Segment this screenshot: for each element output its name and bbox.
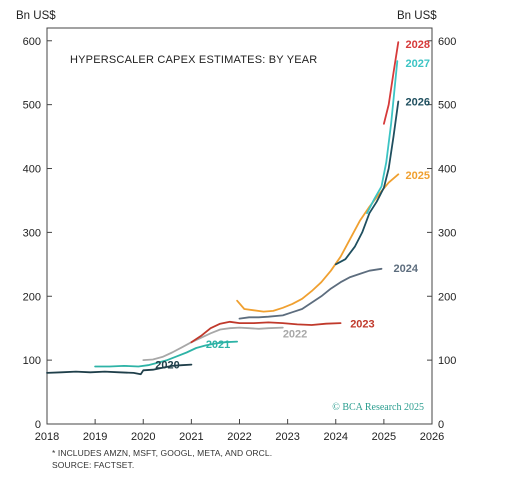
series-label-2027: 2027 xyxy=(406,58,430,70)
series-label-2021: 2021 xyxy=(206,339,230,351)
x-tick-label: 2018 xyxy=(35,431,59,443)
left-axis-unit: Bn US$ xyxy=(16,10,56,22)
series-label-2025: 2025 xyxy=(406,170,430,182)
series-line-2024 xyxy=(238,267,383,320)
series-line-2022 xyxy=(142,326,284,361)
x-tick-label: 2020 xyxy=(131,431,155,443)
y-tick-label-right: 400 xyxy=(438,164,456,176)
series-label-2020: 2020 xyxy=(155,360,179,372)
y-tick-label-right: 200 xyxy=(438,291,456,303)
series-label-2024: 2024 xyxy=(394,263,419,275)
series-line-2025 xyxy=(236,173,400,313)
plot-frame xyxy=(46,27,433,425)
series-label-2023: 2023 xyxy=(350,319,374,331)
y-tick-label-left: 200 xyxy=(23,291,41,303)
chart-title: HYPERSCALER CAPEX ESTIMATES: BY YEAR xyxy=(70,54,317,66)
x-tick-label: 2023 xyxy=(275,431,299,443)
series-label-2028: 2028 xyxy=(406,39,430,51)
series-line-2021 xyxy=(94,340,238,368)
x-tick-label: 2024 xyxy=(324,431,348,443)
series-line-2020 xyxy=(46,363,193,376)
y-tick-label-right: 300 xyxy=(438,227,456,239)
series-label-2026: 2026 xyxy=(406,96,430,108)
series-line-2026 xyxy=(334,100,400,266)
y-tick-label-right: 600 xyxy=(438,36,456,48)
series-line-2028 xyxy=(383,41,400,125)
footnote-source: SOURCE: FACTSET. xyxy=(52,460,135,470)
y-tick-label-left: 500 xyxy=(23,100,41,112)
x-tick-label: 2026 xyxy=(420,431,444,443)
y-tick-label-left: 300 xyxy=(23,227,41,239)
y-tick-label-left: 600 xyxy=(23,36,41,48)
y-tick-label-left: 400 xyxy=(23,164,41,176)
y-tick-label-left: 0 xyxy=(35,419,41,431)
y-tick-label-left: 100 xyxy=(23,355,41,367)
series-line-2023 xyxy=(190,320,342,344)
y-tick-label-right: 500 xyxy=(438,100,456,112)
right-axis-unit: Bn US$ xyxy=(397,10,437,22)
y-tick-label-right: 100 xyxy=(438,355,456,367)
x-tick-label: 2021 xyxy=(179,431,203,443)
x-tick-label: 2025 xyxy=(372,431,396,443)
x-tick-label: 2019 xyxy=(83,431,107,443)
source-watermark: © BCA Research 2025 xyxy=(332,402,424,413)
y-tick-label-right: 0 xyxy=(438,419,444,431)
series-line-2027 xyxy=(366,60,399,215)
series-label-2022: 2022 xyxy=(283,328,307,340)
footnote-tickers: * INCLUDES AMZN, MSFT, GOOGL, META, AND … xyxy=(52,448,273,458)
x-tick-label: 2022 xyxy=(227,431,251,443)
